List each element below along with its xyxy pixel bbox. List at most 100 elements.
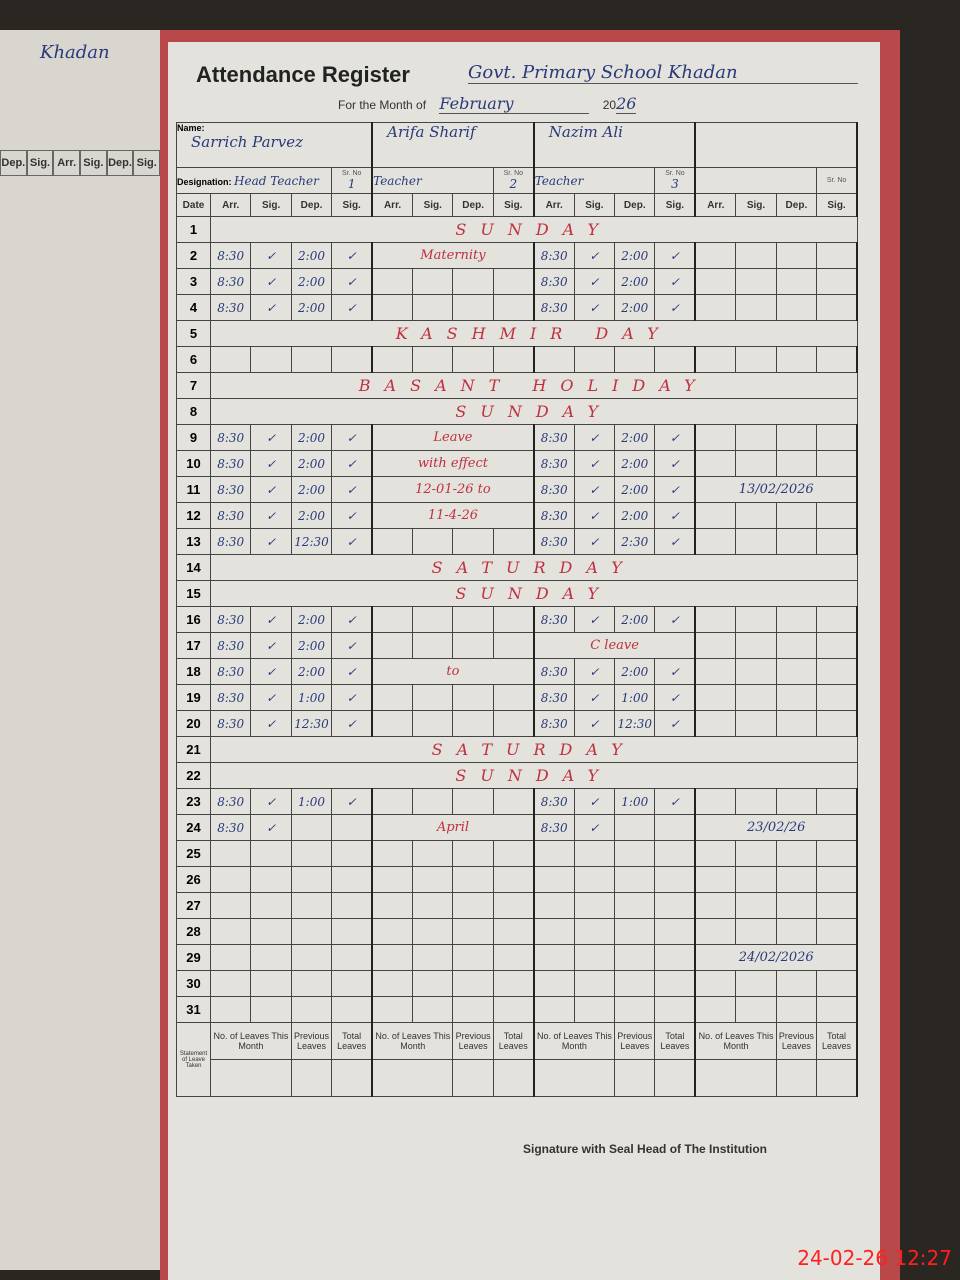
leave-value-cell <box>654 1059 697 1097</box>
attendance-cell <box>816 502 859 529</box>
sign-date: 13/02/2026 <box>694 476 858 503</box>
attendance-cell <box>371 970 414 997</box>
leave-header: Total Leaves <box>331 1022 374 1060</box>
date-cell: 3 <box>176 268 211 295</box>
attendance-cell <box>371 710 414 737</box>
attendance-cell <box>492 632 535 659</box>
designation-row: Designation: Head Teacher Sr. No 1 Teacher S… <box>175 167 859 194</box>
designation-cell: Teacher <box>533 167 656 194</box>
attendance-cell <box>412 684 454 711</box>
attendance-cell <box>816 710 859 737</box>
attendance-cell <box>614 970 656 997</box>
attendance-cell: 2:00 <box>614 424 656 451</box>
attendance-cell: ✓ <box>250 294 292 321</box>
table-row: 3 8:30 ✓ 2:00 ✓ 8:30 ✓ 2:00 ✓ <box>176 268 859 295</box>
attendance-cell <box>573 866 616 893</box>
attendance-cell <box>371 268 414 295</box>
attendance-cell <box>371 944 414 971</box>
attendance-cell: 2:00 <box>614 242 656 269</box>
attendance-cell <box>735 996 777 1023</box>
date-cell: 29 <box>176 944 211 971</box>
attendance-cell <box>452 606 494 633</box>
designation-value: Head Teacher <box>234 173 319 188</box>
previous-page: Khadan Dep. Sig. Arr. Sig. Dep. Sig. <box>0 30 168 1270</box>
attendance-cell <box>290 346 333 373</box>
attendance-cell <box>492 710 535 737</box>
attendance-cell <box>250 346 292 373</box>
attendance-cell <box>654 944 697 971</box>
leave-value-cell <box>290 1059 333 1097</box>
attendance-cell: 8:30 <box>209 632 252 659</box>
date-cell: 14 <box>176 554 211 581</box>
attendance-cell <box>290 944 333 971</box>
attendance-cell: 8:30 <box>533 814 575 841</box>
attendance-cell <box>735 268 777 295</box>
col-header: Sig. <box>654 193 697 217</box>
attendance-cell: 2:00 <box>290 606 333 633</box>
table-row: 15 SUNDAY <box>176 580 858 607</box>
attendance-cell <box>533 970 575 997</box>
attendance-cell <box>412 294 454 321</box>
attendance-cell: 2:00 <box>614 268 656 295</box>
col-header: Sig. <box>250 193 292 217</box>
attendance-cell: ✓ <box>654 502 697 529</box>
attendance-cell: ✓ <box>573 424 616 451</box>
attendance-cell <box>250 944 292 971</box>
attendance-cell <box>775 502 818 529</box>
attendance-cell <box>492 918 535 945</box>
attendance-cell <box>816 632 859 659</box>
table-row: 12 8:30 ✓ 2:00 ✓ 11-4-26 8:30 ✓ 2:00 ✓ <box>176 502 859 529</box>
date-cell: 28 <box>176 918 211 945</box>
date-cell: 26 <box>176 866 211 893</box>
attendance-cell: 1:00 <box>290 684 333 711</box>
attendance-cell: ✓ <box>654 424 697 451</box>
leave-value-cell <box>210 1059 292 1097</box>
attendance-cell <box>735 502 777 529</box>
date-cell: 10 <box>176 450 211 477</box>
attendance-cell: ✓ <box>331 294 374 321</box>
attendance-cell <box>735 606 777 633</box>
attendance-cell: ✓ <box>250 684 292 711</box>
holiday-annotation: SUNDAY <box>210 762 858 789</box>
attendance-cell <box>331 840 374 867</box>
attendance-cell <box>816 242 859 269</box>
attendance-cell <box>614 814 656 841</box>
designation-value: Teacher <box>534 173 584 188</box>
attendance-cell <box>775 632 818 659</box>
table-row: 6 <box>176 346 859 373</box>
attendance-cell <box>492 528 535 555</box>
attendance-cell: ✓ <box>331 710 374 737</box>
leave-annotation: C leave <box>533 632 697 659</box>
attendance-cell <box>412 268 454 295</box>
date-cell: 12 <box>176 502 211 529</box>
attendance-cell: ✓ <box>331 684 374 711</box>
attendance-cell: ✓ <box>331 242 374 269</box>
names-row: Name: Sarrich Parvez Arifa Sharif Nazim Ali <box>176 122 858 168</box>
attendance-cell <box>331 918 374 945</box>
attendance-cell: ✓ <box>331 606 374 633</box>
attendance-cell: 2:00 <box>614 606 656 633</box>
sr-value: 3 <box>671 177 679 191</box>
column-header-row: Date Arr. Sig. Dep. Sig. Arr. Sig. Dep. Sig. Arr.… <box>176 193 859 217</box>
attendance-cell <box>452 996 494 1023</box>
attendance-cell <box>492 294 535 321</box>
left-page-heading: Khadan <box>40 42 110 63</box>
attendance-cell <box>452 268 494 295</box>
attendance-cell: 2:00 <box>290 424 333 451</box>
table-row: 23 8:30 ✓ 1:00 ✓ 8:30 ✓ 1:00 ✓ <box>176 788 859 815</box>
attendance-cell: 8:30 <box>209 788 252 815</box>
attendance-cell <box>412 346 454 373</box>
attendance-cell <box>573 918 616 945</box>
date-cell: 21 <box>176 736 211 763</box>
attendance-cell <box>371 996 414 1023</box>
attendance-cell: ✓ <box>654 684 697 711</box>
attendance-table: Name: Sarrich Parvez Arifa Sharif Nazim Ali… <box>175 122 859 1097</box>
date-cell: 4 <box>176 294 211 321</box>
attendance-cell: 8:30 <box>209 268 252 295</box>
attendance-cell: ✓ <box>573 450 616 477</box>
leave-value-cell <box>492 1059 535 1097</box>
attendance-cell <box>573 346 616 373</box>
attendance-cell <box>694 710 737 737</box>
col-header: Dep. <box>775 193 818 217</box>
attendance-cell <box>290 866 333 893</box>
